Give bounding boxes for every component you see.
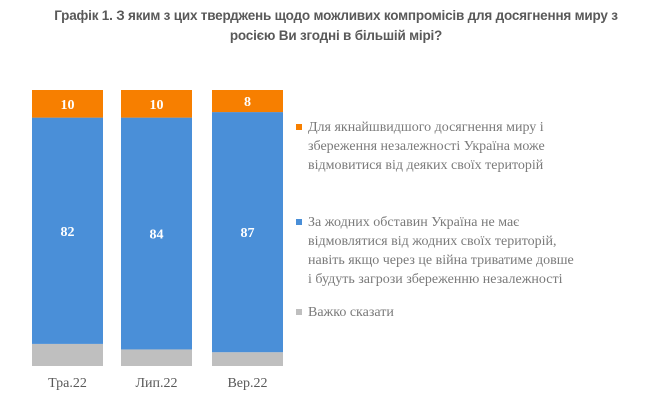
chart-title-line-2: росією Ви згодні в більшій мірі? [229,28,443,43]
legend-label: Важко сказати [308,305,394,320]
legend-item-concede-territories: Для якнайшвидшого досягнення миру і збер… [296,118,596,175]
bar-segment [121,90,192,118]
bar-segment [32,90,103,118]
data-label: 10 [150,98,164,113]
legend-item-hard-to-say: Важко сказати [296,303,596,322]
legend-swatch-blue [296,219,302,225]
bar-segment [212,112,283,353]
bar-segment [212,352,283,366]
data-label: 82 [61,225,75,240]
bar-segment [32,343,103,366]
chart-title: Графік 1. З яким з цих тверджень щодо мо… [0,6,672,46]
data-label: 8 [244,95,251,110]
data-label: 87 [241,226,255,241]
legend-label: За жодних обставин Україна не має відмов… [308,215,574,287]
chart-title-line-1: Графік 1. З яким з цих тверджень щодо мо… [54,8,618,23]
x-tick-label: Тра.22 [48,376,87,391]
x-tick-label: Вер.22 [227,376,267,391]
bar-segment [32,117,103,344]
legend-swatch-orange [296,124,302,130]
data-label: 84 [150,228,164,243]
legend-label: Для якнайшвидшого досягнення миру і збер… [308,120,545,173]
data-label: 10 [61,98,75,113]
bar-segment [121,349,192,366]
legend-item-no-concessions: За жодних обставин Україна не має відмов… [296,213,596,289]
legend-swatch-gray [296,309,302,315]
x-tick-label: Лип.22 [136,376,178,391]
bar-segment [212,90,283,113]
bar-segment [121,117,192,350]
